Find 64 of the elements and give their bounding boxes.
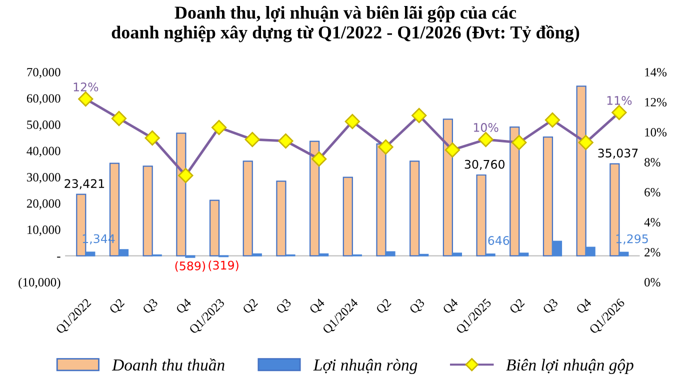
bar — [542, 136, 554, 256]
bar — [452, 252, 462, 256]
bar — [142, 166, 153, 256]
data-label: 12% — [74, 82, 98, 92]
y-tick-label: 50,000 — [27, 120, 60, 131]
bar — [585, 246, 596, 256]
data-label: 10% — [474, 123, 498, 132]
y-tick-label: (10,000) — [18, 278, 60, 290]
y2-tick-label: 4% — [644, 218, 660, 227]
x-tick-label: Q3 — [542, 298, 560, 316]
data-label: 11% — [607, 96, 632, 105]
x-tick-label: Q3 — [142, 298, 160, 316]
data-label: 646 — [488, 236, 510, 245]
x-tick-label: Q4 — [308, 298, 326, 316]
bar — [310, 140, 320, 256]
bar — [276, 180, 286, 256]
bar — [442, 118, 453, 256]
bar — [209, 200, 220, 256]
y2-tick-label: 14% — [645, 68, 667, 76]
bar — [576, 86, 586, 256]
legend-label: Lợi nhuận ròng — [313, 358, 418, 374]
y-tick-label: 40,000 — [26, 146, 60, 157]
y-tick-label: 10,000 — [28, 226, 60, 236]
legend-label: Doanh thu thuần — [112, 358, 224, 371]
bar — [410, 160, 420, 256]
x-tick-label: Q4 — [576, 298, 594, 316]
data-label: 23,421 — [64, 179, 104, 190]
bar — [242, 160, 253, 256]
data-label: (319) — [208, 260, 238, 272]
x-tick-label: Q3 — [276, 298, 293, 316]
bar — [176, 132, 186, 256]
y-tick-label: 70,000 — [27, 68, 60, 78]
bar — [85, 252, 96, 256]
bar — [552, 240, 562, 256]
y-tick-label: 60,000 — [26, 94, 60, 104]
bar — [376, 143, 386, 256]
x-tick-label: Q4 — [176, 298, 194, 316]
data-label: 35,037 — [598, 148, 638, 159]
data-label: 30,760 — [464, 160, 504, 170]
bar — [618, 252, 629, 256]
x-tick-label: Q3 — [408, 298, 426, 316]
y2-tick-label: 2% — [644, 248, 660, 257]
bar — [518, 252, 529, 256]
y2-tick-label: 6% — [644, 188, 660, 196]
y2-tick-label: 12% — [645, 98, 667, 106]
y-tick-label: - — [57, 256, 60, 258]
x-tick-label: Q2 — [508, 298, 526, 316]
x-tick-label: Q2 — [108, 298, 126, 316]
x-tick-label: Q2 — [242, 298, 260, 316]
y2-tick-label: 8% — [644, 158, 660, 166]
bar — [385, 251, 396, 256]
x-tick-label: Q4 — [442, 298, 460, 316]
y-tick-label: 20,000 — [26, 199, 60, 210]
data-label: (589) — [175, 261, 206, 272]
y-tick-label: 30,000 — [27, 173, 60, 184]
bar — [342, 176, 353, 256]
chart-title: Doanh thu, lợi nhuận và biên lãi gộp của các doanh nghiệp xây dựng từ Q1/2022 - Q1/2026 (Đvt: Tỷ đồng) — [112, 6, 580, 42]
x-tick-label: Q2 — [376, 298, 393, 316]
y2-tick-label: 10% — [645, 128, 667, 136]
bar — [510, 126, 520, 256]
legend-label: Biên lợi nhuận gộp — [506, 358, 634, 374]
y2-tick-label: 0% — [644, 278, 660, 287]
bar — [118, 249, 129, 256]
bar — [476, 174, 486, 256]
